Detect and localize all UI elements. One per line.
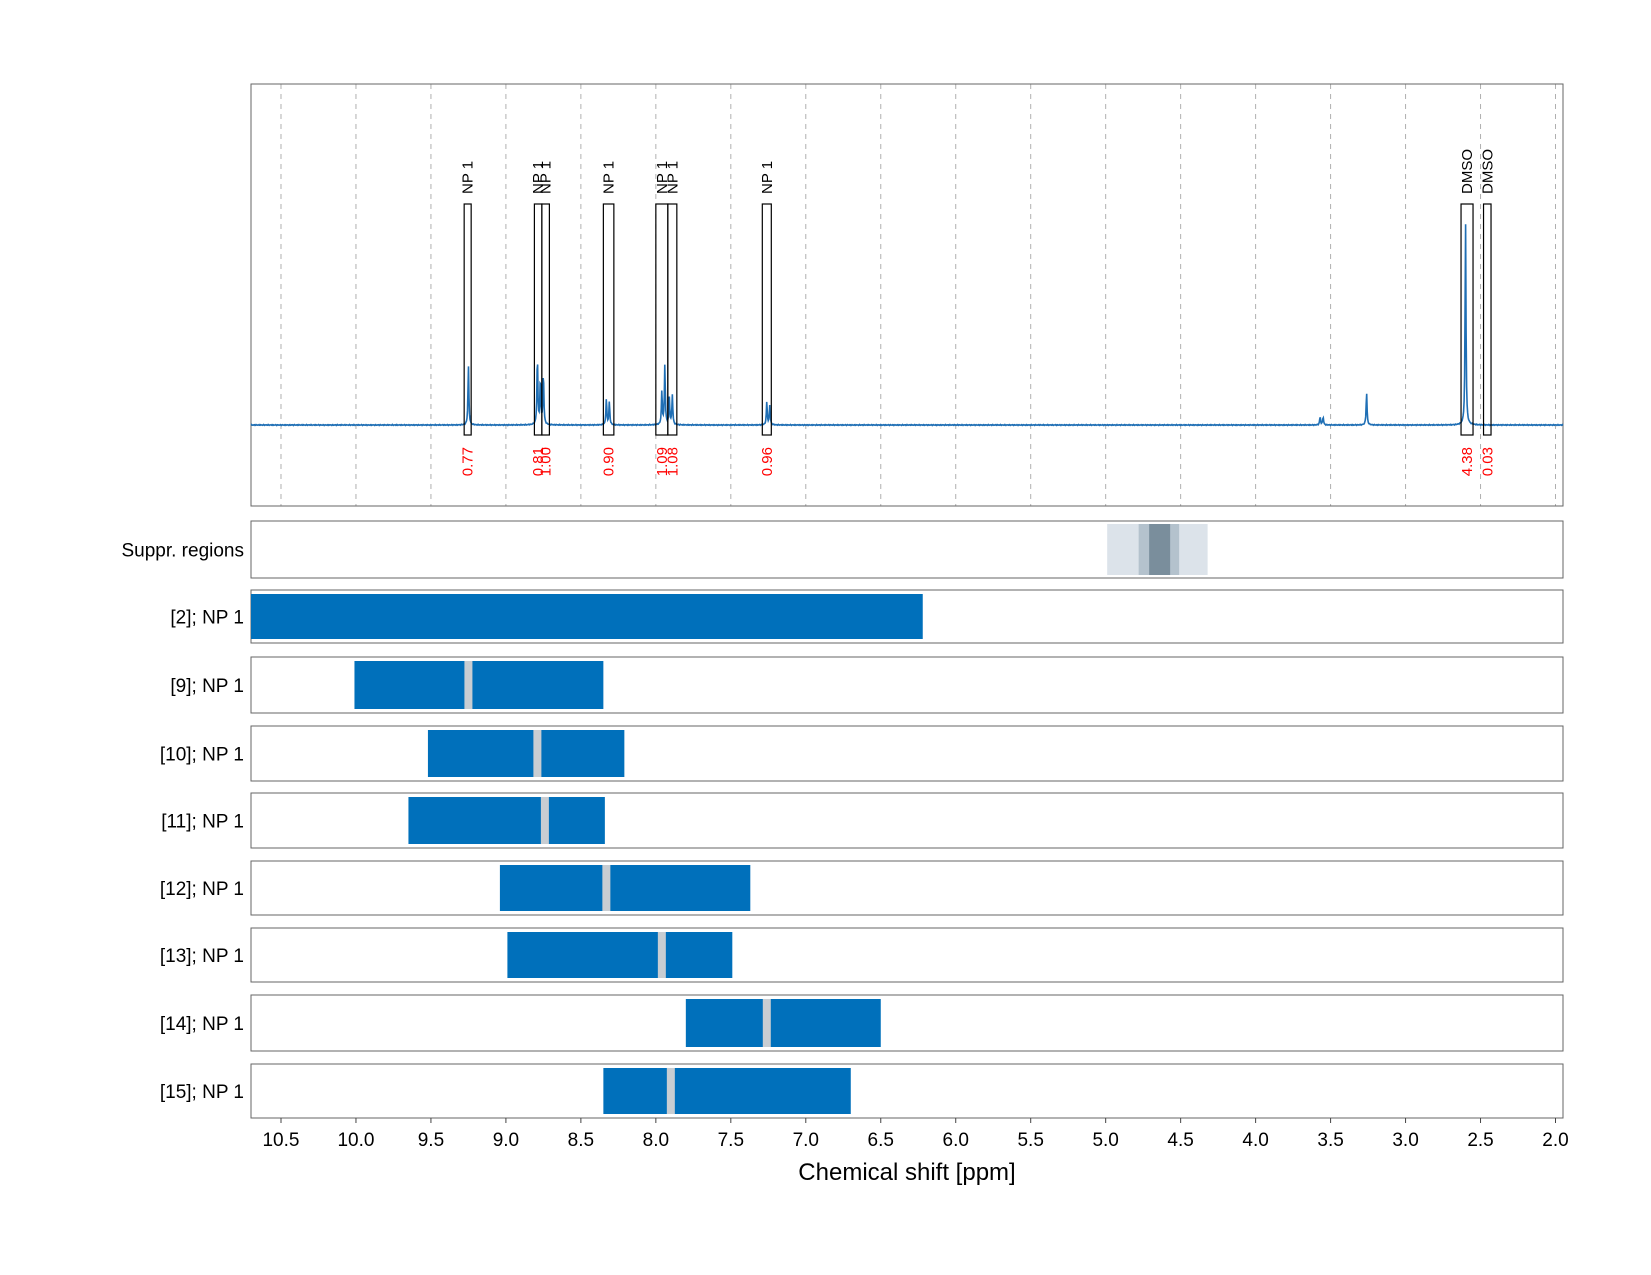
x-tick-label: 6.0 bbox=[943, 1130, 969, 1151]
suppressed-regions-label: Suppr. regions bbox=[121, 541, 244, 562]
range-row: [9]; NP 1 bbox=[170, 656, 1564, 714]
peak-annotation-label: NP 1 bbox=[538, 161, 555, 194]
range-marker bbox=[464, 661, 473, 709]
peak-annotation-box bbox=[463, 203, 472, 436]
range-bar bbox=[427, 730, 625, 777]
peak-integral-label: 0.90 bbox=[601, 447, 618, 476]
range-bar bbox=[354, 661, 604, 709]
x-tick-label: 2.0 bbox=[1542, 1130, 1568, 1151]
peak-annotation-box bbox=[1482, 203, 1492, 436]
range-row-frame bbox=[250, 792, 1564, 849]
spectrum-frame bbox=[250, 83, 1564, 507]
peak-annotation-label: NP 1 bbox=[460, 161, 477, 194]
range-bar bbox=[603, 1068, 851, 1114]
range-marker bbox=[762, 999, 771, 1047]
peak-annotation-label: NP 1 bbox=[654, 161, 671, 194]
peak-integral-label: 0.96 bbox=[759, 447, 776, 476]
range-row-label: [11]; NP 1 bbox=[161, 812, 244, 833]
range-marker bbox=[602, 865, 611, 911]
x-tick-label: 3.0 bbox=[1392, 1130, 1418, 1151]
range-row-label: [13]; NP 1 bbox=[160, 946, 244, 967]
peak-annotation-label: NP 1 bbox=[601, 161, 618, 194]
range-row-label: [14]; NP 1 bbox=[160, 1014, 244, 1035]
x-tick-label: 8.5 bbox=[568, 1130, 594, 1151]
peak-integral-label: 4.38 bbox=[1459, 447, 1476, 476]
peak-integral-label: 0.03 bbox=[1479, 447, 1496, 476]
peak-annotation-label: DMSO bbox=[1479, 149, 1496, 194]
peak-annotation-label: NP 1 bbox=[664, 161, 681, 194]
range-row-label: [10]; NP 1 bbox=[160, 745, 244, 766]
x-tick-label: 9.5 bbox=[418, 1130, 444, 1151]
x-tick-label: 4.5 bbox=[1167, 1130, 1193, 1151]
range-bar bbox=[685, 999, 881, 1047]
x-tick-label: 7.0 bbox=[793, 1130, 819, 1151]
x-tick-label: 7.5 bbox=[718, 1130, 744, 1151]
range-row-frame bbox=[250, 860, 1564, 916]
range-marker bbox=[540, 797, 549, 844]
suppressed-regions-panel: Suppr. regions bbox=[121, 520, 1564, 579]
peak-integral-label: 1.09 bbox=[654, 447, 671, 476]
range-marker bbox=[533, 730, 542, 777]
peak-annotation-box bbox=[602, 203, 615, 436]
range-bar bbox=[499, 865, 751, 911]
peak-annotation-box bbox=[541, 203, 550, 436]
spectrum-trace bbox=[250, 224, 1564, 427]
x-tick-label: 8.0 bbox=[643, 1130, 669, 1151]
x-tick-label: 2.5 bbox=[1467, 1130, 1493, 1151]
x-axis: Chemical shift [ppm] 10.5 10.0 9.5 9.0 8.5 8.… bbox=[262, 1118, 1569, 1186]
x-axis-label: Chemical shift [ppm] bbox=[798, 1159, 1015, 1186]
peak-annotation-box bbox=[761, 203, 772, 436]
peak-integral-label: 1.00 bbox=[538, 447, 555, 476]
peak-integral-label: 0.77 bbox=[460, 447, 477, 476]
range-row: [14]; NP 1 bbox=[160, 994, 1564, 1052]
x-tick-label: 9.0 bbox=[493, 1130, 519, 1151]
range-row: [12]; NP 1 bbox=[160, 860, 1564, 916]
range-row-frame bbox=[250, 656, 1564, 714]
peak-annotation-label: DMSO bbox=[1459, 149, 1476, 194]
range-row: [13]; NP 1 bbox=[160, 927, 1564, 983]
range-row-label: [12]; NP 1 bbox=[160, 879, 244, 900]
x-tick-label: 3.5 bbox=[1317, 1130, 1343, 1151]
x-tick-label: 6.5 bbox=[868, 1130, 894, 1151]
range-row-frame bbox=[250, 725, 1564, 782]
range-row: [15]; NP 1 bbox=[160, 1063, 1564, 1119]
range-row: [2]; NP 1 bbox=[170, 589, 1564, 644]
x-tick-label: 10.0 bbox=[337, 1130, 374, 1151]
x-tick-label: 5.0 bbox=[1092, 1130, 1118, 1151]
peak-annotation-box bbox=[667, 203, 678, 436]
peak-annotation-box bbox=[1460, 203, 1474, 436]
range-row: [10]; NP 1 bbox=[160, 725, 1564, 782]
gridlines bbox=[280, 84, 1557, 506]
range-row: [11]; NP 1 bbox=[161, 792, 1564, 849]
range-row-label: [9]; NP 1 bbox=[170, 676, 244, 697]
peak-integral-label: 1.08 bbox=[664, 447, 681, 476]
range-bar bbox=[408, 797, 605, 844]
range-rows: [2]; NP 1 [9]; NP 1 [10]; NP 1 [11]; NP 1 [1… bbox=[160, 589, 1564, 1119]
range-row-label: [15]; NP 1 bbox=[160, 1082, 244, 1103]
x-tick-label: 4.0 bbox=[1242, 1130, 1268, 1151]
peak-annotation-label: NP 1 bbox=[759, 161, 776, 194]
range-marker bbox=[657, 932, 666, 978]
peak-integral-label: 0.81 bbox=[530, 447, 547, 476]
range-row-frame bbox=[250, 927, 1564, 983]
spectrum-panel: NP 1 0.77 NP 1 0.81 NP 1 1.00 NP 1 0.90 NP 1 1.09… bbox=[250, 83, 1564, 507]
x-tick-label: 10.5 bbox=[262, 1130, 299, 1151]
range-row-label: [2]; NP 1 bbox=[170, 608, 244, 629]
range-row-frame bbox=[250, 1063, 1564, 1119]
x-tick-label: 5.5 bbox=[1017, 1130, 1043, 1151]
range-row-frame bbox=[250, 994, 1564, 1052]
range-bar bbox=[507, 932, 733, 978]
peak-annotation-label: NP 1 bbox=[530, 161, 547, 194]
range-marker bbox=[666, 1068, 675, 1114]
suppressed-region bbox=[1149, 524, 1171, 575]
suppressed-regions-frame bbox=[250, 520, 1564, 579]
range-bar bbox=[251, 594, 923, 639]
